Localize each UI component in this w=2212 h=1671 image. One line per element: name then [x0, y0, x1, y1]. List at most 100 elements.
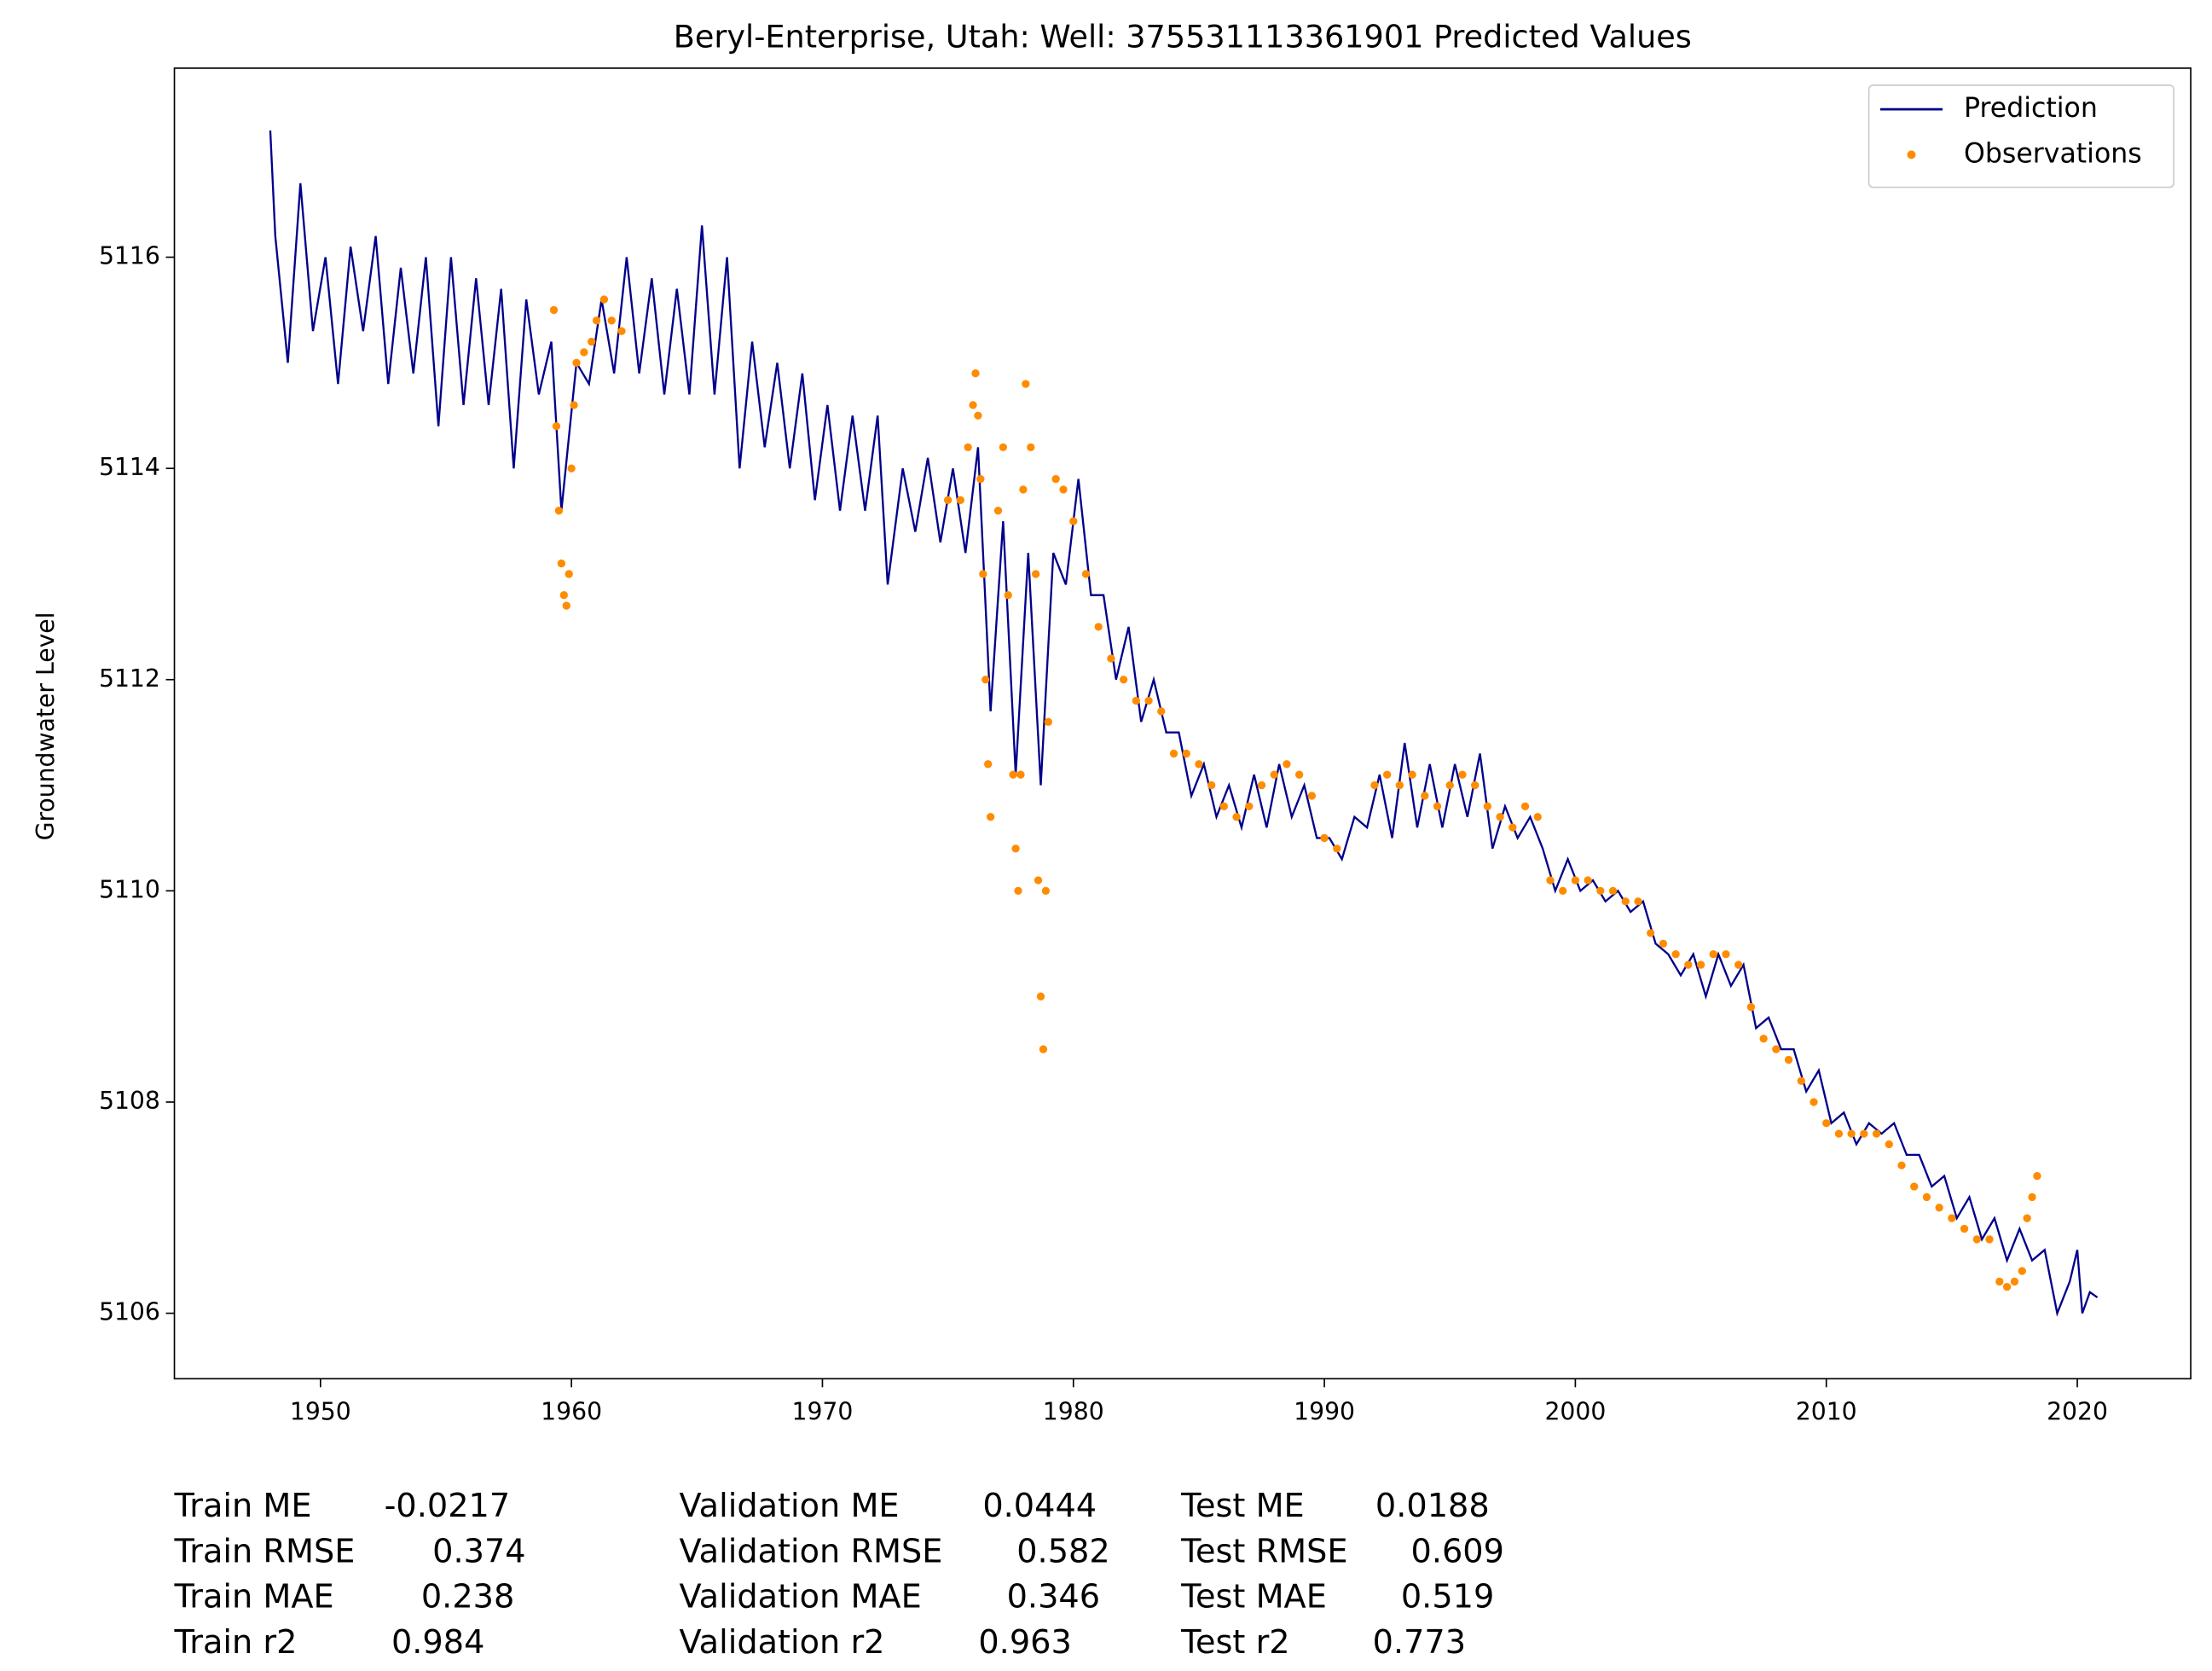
y-tick-label: 5110 — [99, 875, 160, 903]
legend-label: Prediction — [1964, 93, 2098, 124]
observation-point — [1370, 780, 1379, 790]
observation-point — [1445, 780, 1454, 790]
observation-point — [588, 337, 596, 346]
observation-point — [1596, 886, 1605, 896]
observation-point — [1759, 1035, 1768, 1043]
observation-point — [1051, 474, 1060, 484]
stat-label: Test r2 — [1180, 1624, 1290, 1662]
observation-point — [1270, 770, 1278, 779]
observation-point — [1094, 623, 1103, 631]
observation-point — [2010, 1277, 2019, 1286]
stat-label: Train RMSE — [174, 1533, 356, 1570]
stat-label: Validation ME — [679, 1488, 899, 1525]
observation-point — [1834, 1129, 1844, 1138]
observation-point — [599, 295, 609, 304]
observation-point — [1571, 876, 1580, 885]
observation-point — [559, 591, 568, 600]
y-tick-label: 5114 — [99, 453, 160, 481]
observation-point — [943, 496, 953, 504]
observation-point — [1520, 802, 1530, 810]
x-tick-label: 2000 — [1544, 1397, 1606, 1425]
observation-point — [982, 676, 990, 684]
observation-point — [592, 316, 601, 325]
stat-label: Validation RMSE — [679, 1533, 942, 1570]
observation-point — [1408, 770, 1416, 779]
observation-point — [1320, 833, 1329, 843]
stat-value: 0.0444 — [982, 1488, 1097, 1525]
observation-point — [1245, 802, 1254, 810]
observation-point — [1081, 570, 1091, 578]
observation-point — [2023, 1214, 2031, 1222]
observation-point — [1333, 844, 1341, 853]
x-tick-label: 2010 — [1796, 1397, 1857, 1425]
observation-point — [552, 421, 561, 431]
observation-point — [1016, 770, 1025, 779]
observation-point — [1307, 792, 1317, 800]
observation-point — [1671, 949, 1680, 959]
x-tick-label: 1990 — [1294, 1397, 1355, 1425]
observation-point — [572, 358, 581, 367]
observation-point — [1283, 760, 1291, 769]
observation-point — [1009, 770, 1017, 779]
observation-point — [1559, 886, 1567, 896]
observation-point — [1041, 886, 1051, 896]
observation-point — [1948, 1214, 1956, 1222]
observation-point — [1860, 1129, 1868, 1138]
stat-value: 0.963 — [978, 1624, 1071, 1662]
stat-value: 0.773 — [1373, 1624, 1466, 1662]
observation-point — [1219, 802, 1229, 810]
plot-frame — [173, 67, 2192, 1380]
observation-point — [1294, 770, 1304, 779]
observation-point — [1885, 1140, 1893, 1149]
observation-point — [1684, 960, 1693, 969]
observation-point — [557, 559, 566, 568]
observation-point — [1810, 1098, 1818, 1106]
observation-point — [1797, 1076, 1805, 1085]
observation-point — [1019, 485, 1028, 494]
observation-point — [979, 570, 987, 578]
observation-point — [1584, 876, 1592, 885]
observation-point — [567, 464, 576, 473]
stat-label: Train MAE — [174, 1579, 334, 1616]
observation-point — [1608, 886, 1618, 896]
y-tick-label: 5108 — [99, 1087, 160, 1115]
observation-point — [1144, 696, 1153, 705]
observation-point — [1011, 844, 1020, 853]
observation-point — [1059, 485, 1068, 494]
stat-label: Train ME — [174, 1488, 312, 1525]
observation-point — [1395, 780, 1404, 790]
observation-point — [1696, 960, 1705, 969]
observation-point — [554, 507, 564, 515]
observation-point — [1483, 802, 1492, 810]
observation-point — [1847, 1129, 1856, 1138]
observation-point — [1784, 1055, 1793, 1065]
stat-label: Test RMSE — [1180, 1533, 1347, 1570]
observation-point — [1659, 939, 1668, 948]
observation-point — [1746, 1002, 1756, 1012]
x-tick-label: 1970 — [791, 1397, 853, 1425]
y-tick-label: 5116 — [99, 242, 160, 270]
x-tick-label: 1950 — [290, 1397, 351, 1425]
stat-label: Validation MAE — [679, 1579, 921, 1616]
stat-label: Train r2 — [174, 1624, 298, 1662]
observation-point — [1972, 1235, 1981, 1244]
observation-point — [986, 813, 995, 821]
observation-point — [1036, 992, 1045, 1001]
observation-point — [1232, 813, 1241, 821]
observation-point — [1044, 717, 1052, 726]
observation-point — [1119, 676, 1128, 684]
observation-point — [1546, 876, 1555, 885]
stat-label: Validation r2 — [679, 1624, 884, 1662]
observation-point — [1471, 780, 1479, 790]
observation-point — [999, 443, 1008, 452]
stat-value: 0.346 — [1007, 1579, 1100, 1616]
observation-point — [549, 305, 559, 315]
stat-value: -0.0217 — [385, 1488, 511, 1525]
observation-point — [565, 570, 573, 578]
x-tick-label: 2020 — [2047, 1397, 2108, 1425]
observation-point — [1508, 823, 1517, 832]
observation-point — [1169, 749, 1178, 758]
observation-point — [1458, 770, 1467, 779]
prediction-line — [269, 130, 2099, 1317]
